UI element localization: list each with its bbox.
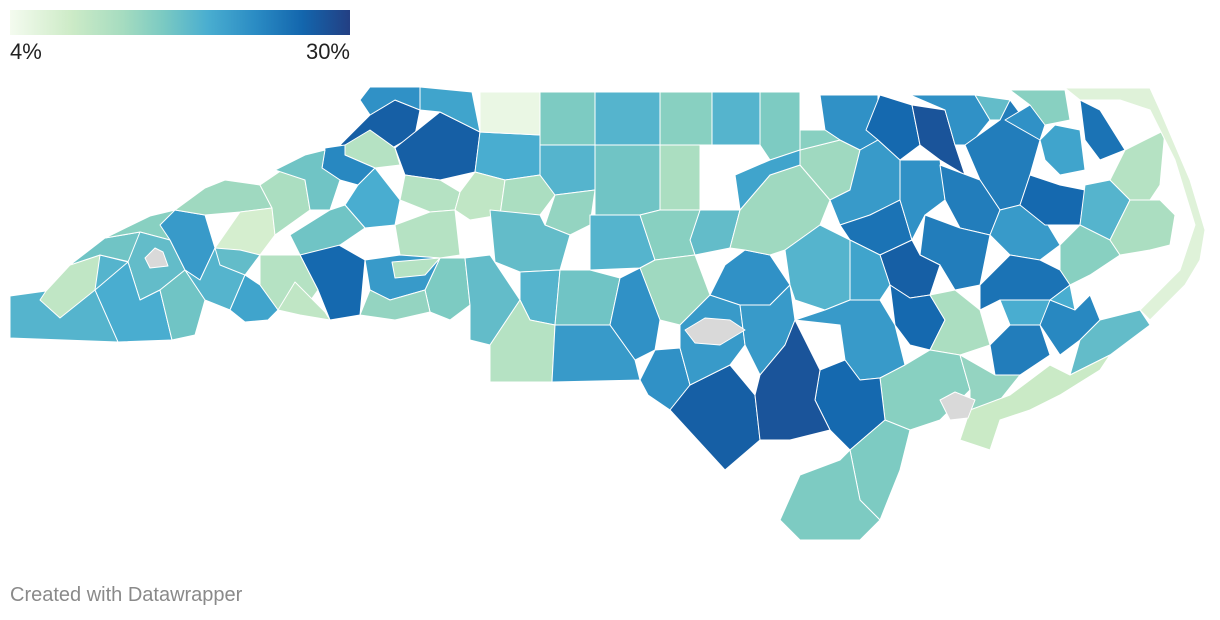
map-region xyxy=(684,317,746,346)
map-region xyxy=(594,144,661,216)
map-region xyxy=(1064,87,1206,321)
legend-labels: 4% 30% xyxy=(10,39,350,65)
map-region xyxy=(474,131,541,181)
map-regions xyxy=(9,86,1206,541)
map-region xyxy=(489,209,571,273)
map-region xyxy=(1079,99,1126,161)
legend-min-label: 4% xyxy=(10,39,42,64)
map-region xyxy=(659,91,713,146)
map-region xyxy=(659,144,701,211)
map-region xyxy=(1009,89,1071,126)
map-region xyxy=(274,149,341,211)
map-region xyxy=(711,91,761,146)
map-region xyxy=(779,449,881,541)
map-region xyxy=(289,204,366,256)
map-region xyxy=(144,247,169,269)
credit-text: Created with Datawrapper xyxy=(10,584,243,606)
map-region xyxy=(594,91,661,146)
map-region xyxy=(939,391,976,421)
map-region xyxy=(159,269,206,341)
map-region xyxy=(1109,199,1176,256)
legend-max-label: 30% xyxy=(305,39,350,64)
map-region xyxy=(479,91,541,136)
map-region xyxy=(759,91,801,161)
legend-gradient-bar xyxy=(10,10,350,35)
map-region xyxy=(544,189,596,236)
map-region xyxy=(394,209,461,259)
map-region xyxy=(754,319,831,441)
map-region xyxy=(391,257,441,279)
map-region xyxy=(554,269,621,326)
map-region xyxy=(1039,124,1086,176)
map-region xyxy=(359,289,431,321)
map-region xyxy=(214,247,261,276)
map-region xyxy=(539,91,596,146)
map-region xyxy=(929,289,991,356)
color-legend: 4% 30% xyxy=(10,10,350,65)
choropleth-map xyxy=(9,86,1206,541)
map-region xyxy=(419,86,481,133)
map-region xyxy=(989,324,1051,376)
map-region xyxy=(959,354,1111,451)
map-region xyxy=(551,324,641,383)
map-region xyxy=(277,281,331,321)
map-region xyxy=(799,129,841,151)
map-region xyxy=(499,174,556,216)
map-region xyxy=(399,174,461,213)
map-region xyxy=(214,207,276,256)
